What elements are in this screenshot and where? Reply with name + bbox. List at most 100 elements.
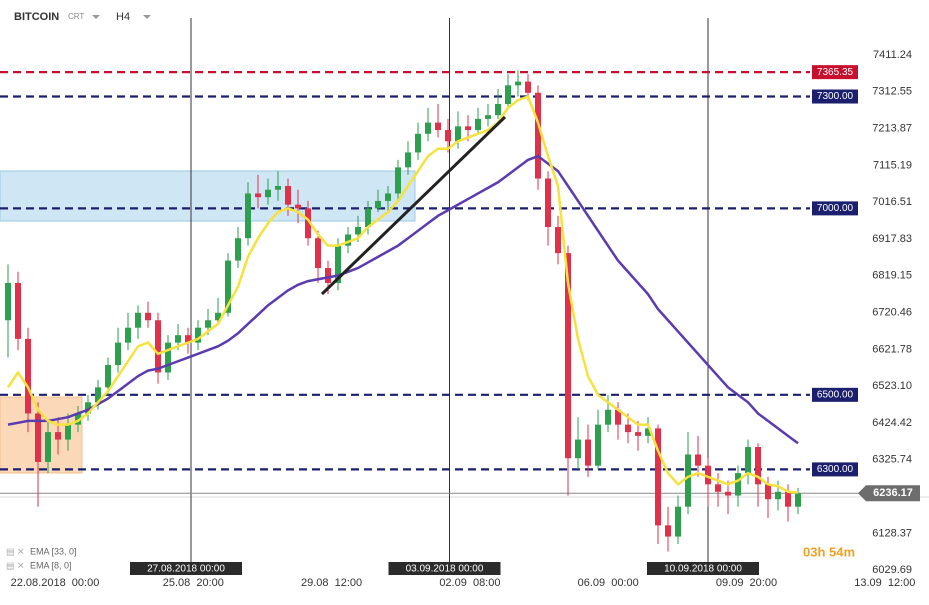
candle-body (5, 282, 11, 321)
candle-body (535, 92, 541, 179)
level-label-bg (812, 65, 858, 80)
candle-body (125, 327, 131, 343)
candle-body (565, 253, 571, 459)
candle-body (455, 126, 461, 142)
symbol: BITCOIN (14, 11, 59, 23)
y-tick-label: 6325.74 (872, 454, 912, 466)
level-label-bg (812, 462, 858, 477)
legend-icon: ▤ ✕ (6, 560, 25, 570)
candle-body (795, 493, 801, 507)
dropdown-icon[interactable] (143, 15, 151, 19)
candle-body (215, 312, 221, 321)
ema-line (6, 94, 799, 494)
candle-body (575, 439, 581, 459)
candle-body (465, 126, 471, 131)
level-label-bg (812, 201, 858, 216)
last-price-label-bg (858, 485, 920, 502)
candle-body (435, 122, 441, 131)
candle-body (205, 320, 211, 328)
candle-body (775, 491, 781, 500)
legend-icon: ▤ ✕ (6, 546, 25, 556)
candle-body (605, 409, 611, 425)
candle-body (735, 473, 741, 496)
candle-body (35, 413, 41, 462)
candle-body (375, 200, 381, 209)
candle-body (65, 424, 71, 440)
candle-body (425, 122, 431, 134)
candle-body (155, 320, 161, 373)
candle-body (495, 103, 501, 116)
y-tick-label: 6029.69 (872, 564, 912, 576)
candle-body (675, 506, 681, 537)
y-tick-label: 7016.51 (872, 196, 912, 208)
legend-entry: EMA [33, 0] (30, 546, 77, 556)
y-tick-label: 7213.87 (872, 123, 912, 135)
candle-body (265, 189, 271, 198)
candle-body (85, 402, 91, 414)
last-price-label: 6236.17 (873, 487, 913, 499)
level-label: 7000.00 (817, 203, 854, 214)
trend-line (320, 115, 507, 296)
x-tick-label: 09.09 20:00 (716, 577, 777, 589)
y-tick-label: 6128.37 (872, 527, 912, 539)
y-tick-label: 7115.19 (873, 159, 912, 171)
x-tick-label: 06.09 00:00 (578, 577, 639, 589)
candle-body (25, 338, 31, 414)
candle-body (145, 312, 151, 321)
candle-body (695, 454, 701, 466)
candle-body (645, 428, 651, 436)
candle-body (405, 152, 411, 168)
candle-body (185, 335, 191, 343)
candle-body (355, 227, 361, 235)
candle-body (475, 118, 481, 131)
candle-body (745, 447, 751, 474)
x-tick-label: 22.08.2018 00:00 (11, 577, 100, 589)
candle-body (175, 335, 181, 343)
candle-body (135, 312, 141, 328)
candle-body (225, 260, 231, 313)
level-label: 7300.00 (817, 91, 854, 102)
candle-body (255, 193, 261, 198)
timeframe[interactable]: H4 (116, 11, 130, 23)
marker-label-bg (647, 562, 759, 575)
candle-body (385, 193, 391, 201)
source[interactable]: CRT (68, 12, 84, 21)
level-label-bg (812, 387, 858, 402)
x-tick-label: 29.08 12:00 (301, 577, 362, 589)
marker-label-bg (130, 562, 242, 575)
candle-body (275, 186, 281, 190)
candle-body (635, 432, 641, 436)
candle-body (285, 186, 291, 205)
candle-body (55, 432, 61, 440)
y-tick-label: 6819.15 (872, 270, 912, 282)
candle-body (615, 409, 621, 425)
candle-body (195, 327, 201, 343)
countdown: 03h 54m (803, 544, 855, 559)
candle-body (115, 342, 121, 365)
candle-body (665, 525, 671, 537)
marker-label: 27.08.2018 00:00 (147, 564, 225, 575)
candle-body (755, 447, 761, 485)
candle-body (715, 484, 721, 492)
candle-body (555, 227, 561, 254)
legend-entry: EMA [8, 0] (30, 560, 72, 570)
candle-body (165, 342, 171, 373)
marker-label: 03.09.2018 00:00 (406, 564, 484, 575)
candle-body (685, 454, 691, 507)
candle-body (45, 432, 51, 462)
candle-body (395, 167, 401, 194)
candle-body (655, 428, 661, 526)
dropdown-icon[interactable] (92, 15, 100, 19)
marker-label-bg (388, 562, 501, 575)
marker-label: 10.09.2018 00:00 (664, 564, 742, 575)
candle-body (515, 81, 521, 86)
candle-body (75, 413, 81, 425)
y-tick-label: 6621.78 (872, 343, 912, 355)
candle-body (445, 130, 451, 142)
level-label: 6300.00 (817, 464, 854, 475)
candle-body (545, 178, 551, 228)
plot (5, 70, 801, 552)
candle-body (705, 465, 711, 485)
candle-body (305, 208, 311, 239)
